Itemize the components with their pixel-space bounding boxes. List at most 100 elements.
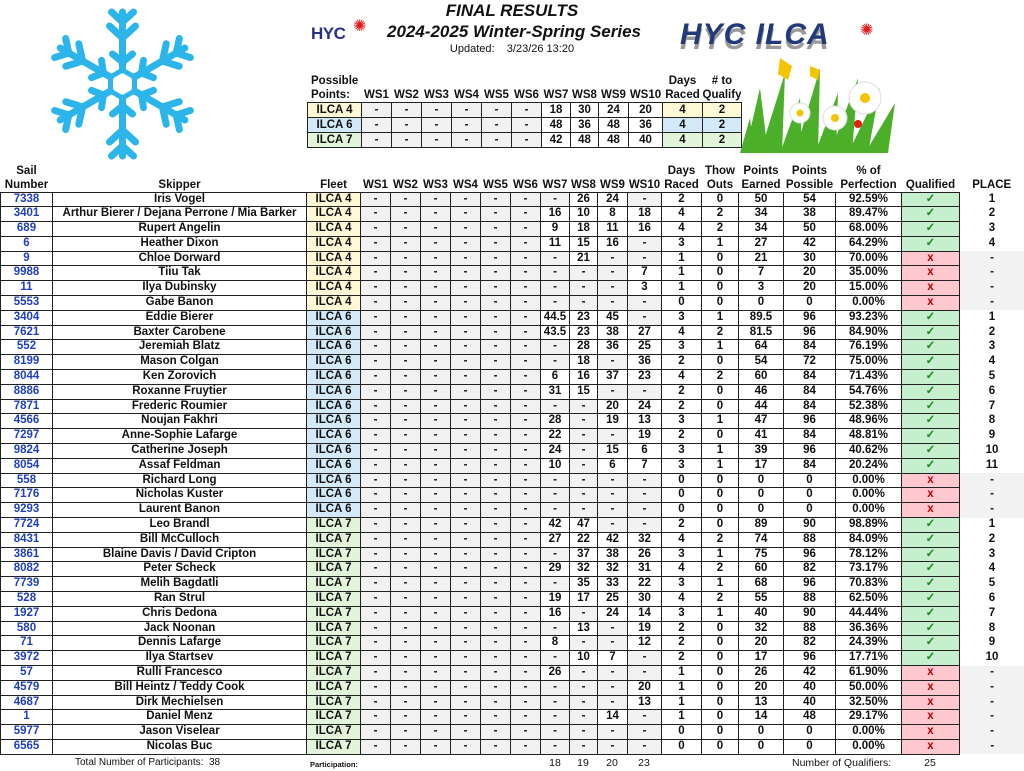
result-row[interactable]: 7621 Baxter Carobene ILCA 6- - - - - -43.5 23 38 2… (0, 324, 1024, 341)
sail-number[interactable]: 3404 (0, 309, 53, 326)
sail-number[interactable]: 6 (0, 235, 53, 252)
sail-number[interactable]: 4566 (0, 413, 53, 430)
result-row[interactable]: 11 Ilya Dubinsky ILCA 4- - - - - - - - -3 1 0 3 20 15.0… (0, 280, 1024, 297)
result-row[interactable]: 1927 Chris Dedona ILCA 7- - - - - -16-24 14 3 1 40 9… (0, 605, 1024, 622)
sail-number[interactable]: 7739 (0, 576, 53, 593)
sail-number[interactable]: 9293 (0, 502, 53, 519)
result-row[interactable]: 8886 Roxanne Fruytier ILCA 6- - - - - -31 15- -2 0… (0, 383, 1024, 400)
sail-number[interactable]: 7871 (0, 398, 53, 415)
sail-number[interactable]: 5977 (0, 724, 53, 740)
sail-number[interactable]: 6565 (0, 738, 53, 755)
x-icon: x (927, 739, 934, 752)
result-row[interactable]: 6 Heather Dixon ILCA 4- - - - - -11 15 16-3 1 27 42 6… (0, 235, 1024, 252)
sail-number[interactable]: 9988 (0, 265, 53, 282)
sail-number[interactable]: 8886 (0, 383, 53, 400)
result-row[interactable]: 8431 Bill McCulloch ILCA 7- - - - - -27 22 42 32 4 2… (0, 531, 1024, 548)
result-row[interactable]: 4579 Bill Heintz / Teddy Cook ILCA 7------… (0, 679, 1024, 696)
result-row[interactable]: 5977 Jason Viselear ILCA 7- - - - - - - - - -0 0 0 0 0.… (0, 724, 1024, 740)
points-earned: 17 (738, 650, 784, 666)
sail-number[interactable]: 8199 (0, 354, 53, 371)
qualified-cell: x (901, 502, 960, 519)
result-row[interactable]: 4687 Dirk Mechielsen ILCA 7- - - - - - - - -13 1 0 13… (0, 694, 1024, 711)
place-cell: 1 (988, 518, 996, 531)
result-row[interactable]: 9293 Laurent Banon ILCA 6- - - - - - - - - -0 0 0 0 0.0… (0, 502, 1024, 519)
skipper-name: Rulli Francesco (52, 665, 307, 681)
percent-perfection: 50.00% (835, 679, 902, 696)
sail-number[interactable]: 7621 (0, 324, 53, 341)
sail-number[interactable]: 3972 (0, 650, 53, 666)
sail-number[interactable]: 4579 (0, 679, 53, 696)
result-row[interactable]: 3861 Blaine Davis / David Cripton ILCA 7--… (0, 546, 1024, 563)
sail-number[interactable]: 1 (0, 709, 53, 726)
ws8-score: - (569, 724, 598, 740)
sail-number[interactable]: 7338 (0, 191, 53, 208)
sail-number[interactable]: 71 (0, 635, 53, 652)
throw-outs: 0 (701, 679, 739, 696)
result-row[interactable]: 9 Chloe Dorward ILCA 4- - - - - - -21- -1 0 21 30 70.… (0, 250, 1024, 267)
points-possible: 88 (783, 620, 836, 637)
result-row[interactable]: 3401 Arthur Bierer / Dejana Perrone / Mia… (0, 206, 1024, 223)
result-row[interactable]: 7871 Frederic Roumier ILCA 6- - - - - - - -20 24 2 0… (0, 398, 1024, 415)
points-possible: 30 (783, 250, 836, 267)
result-row[interactable]: 9824 Catherine Joseph ILCA 6- - - - - -24-15 6 3 1… (0, 443, 1024, 459)
result-row[interactable]: 9988 Tiiu Tak ILCA 4- - - - - - - - -7 1 0 7 20 35.00% x… (0, 265, 1024, 282)
result-row[interactable]: 8199 Mason Colgan ILCA 6- - - - - - -18-36 2 0 54 72… (0, 354, 1024, 371)
ws5-score: - (480, 724, 511, 740)
skipper-name: Bill Heintz / Teddy Cook (52, 679, 307, 696)
ws2-score: - (390, 457, 421, 474)
result-row[interactable]: 580 Jack Noonan ILCA 7- - - - - - -13-19 2 0 32 88 36… (0, 620, 1024, 637)
sail-number[interactable]: 57 (0, 665, 53, 681)
ws10-score: - (627, 724, 662, 740)
sail-number[interactable]: 7297 (0, 428, 53, 445)
result-row[interactable]: 689 Rupert Angelin ILCA 4- - - - - -9 18 11 16 4 2 34… (0, 221, 1024, 237)
result-row[interactable]: 552 Jeremiah Blatz ILCA 6- - - - - - -28 36 25 3 1 64… (0, 339, 1024, 356)
result-row[interactable]: 7724 Leo Brandl ILCA 7- - - - - -42 47- -2 0 89 90 98… (0, 517, 1024, 533)
sail-number[interactable]: 7724 (0, 517, 53, 533)
sail-number[interactable]: 9 (0, 250, 53, 267)
sail-number[interactable]: 9824 (0, 443, 53, 459)
result-row[interactable]: 528 Ran Strul ILCA 7- - - - - -19 17 25 30 4 2 55 88 62… (0, 591, 1024, 607)
ws8-score: 23 (569, 324, 598, 341)
sail-number[interactable]: 8054 (0, 457, 53, 474)
result-row[interactable]: 5553 Gabe Banon ILCA 4- - - - - - - - - -0 0 0 0 0.00% x… (0, 295, 1024, 311)
result-row[interactable]: 8082 Peter Scheck ILCA 7- - - - - -29 32 32 31 4 2 60… (0, 561, 1024, 578)
pp-header-ws7: WS7 (543, 89, 569, 101)
sail-number[interactable]: 7176 (0, 487, 53, 504)
sail-number[interactable]: 3401 (0, 206, 53, 223)
ws9-score: - (597, 502, 628, 519)
sail-number[interactable]: 4687 (0, 694, 53, 711)
result-row[interactable]: 3972 Ilya Startsev ILCA 7- - - - - - -10 7-2 0 17 96… (0, 650, 1024, 666)
result-row[interactable]: 7297 Anne-Sophie Lafarge ILCA 6- - - - - -22- -1… (0, 428, 1024, 445)
sail-number[interactable]: 689 (0, 221, 53, 237)
ws2-score: - (390, 280, 421, 297)
ws-points-cell: - (451, 117, 482, 133)
result-row[interactable]: 6565 Nicolas Buc ILCA 7- - - - - - - - - -0 0 0 0 0.00%… (0, 738, 1024, 755)
sail-number[interactable]: 528 (0, 591, 53, 607)
header-thow-outs: Thow Outs (704, 164, 736, 191)
sail-number[interactable]: 558 (0, 472, 53, 489)
result-row[interactable]: 558 Richard Long ILCA 6- - - - - - - - - -0 0 0 0 0.00%… (0, 472, 1024, 489)
result-row[interactable]: 7739 Melih Bagdatli ILCA 7- - - - - - -35 33 22 3 1 6… (0, 576, 1024, 593)
result-row[interactable]: 4566 Noujan Fakhri ILCA 6- - - - - -28-19 13 3 1 47… (0, 413, 1024, 430)
sail-number[interactable]: 11 (0, 280, 53, 297)
result-row[interactable]: 1 Daniel Menz ILCA 7- - - - - - - -14-1 0 14 48 29.17… (0, 709, 1024, 726)
sail-number[interactable]: 552 (0, 339, 53, 356)
sail-number[interactable]: 1927 (0, 605, 53, 622)
sail-number[interactable]: 8044 (0, 369, 53, 385)
result-row[interactable]: 3404 Eddie Bierer ILCA 6- - - - - -44.5 23 45-3 1 8… (0, 309, 1024, 326)
sail-number[interactable]: 8431 (0, 531, 53, 548)
result-row[interactable]: 71 Dennis Lafarge ILCA 7- - - - - -8- -12 2 0 20 82 2… (0, 635, 1024, 652)
sail-number[interactable]: 5553 (0, 295, 53, 311)
result-row[interactable]: 7338 Iris Vogel ILCA 4- - - - - - -26 24-2 0 50 54 92… (0, 191, 1024, 208)
sail-number[interactable]: 8082 (0, 561, 53, 578)
result-row[interactable]: 57 Rulli Francesco ILCA 7- - - - - -26- - -1 0 26 42… (0, 665, 1024, 681)
ws7-score: - (540, 679, 570, 696)
sail-number[interactable]: 3861 (0, 546, 53, 563)
ws3-score: - (420, 679, 451, 696)
result-row[interactable]: 8044 Ken Zorovich ILCA 6- - - - - -6 16 37 23 4 2 60 8… (0, 369, 1024, 385)
sail-number[interactable]: 580 (0, 620, 53, 637)
ws2-score: - (390, 295, 421, 311)
result-row[interactable]: 8054 Assaf Feldman ILCA 6- - - - - -10-6 7 3 1 17 84… (0, 457, 1024, 474)
ws5-score: - (480, 428, 511, 445)
